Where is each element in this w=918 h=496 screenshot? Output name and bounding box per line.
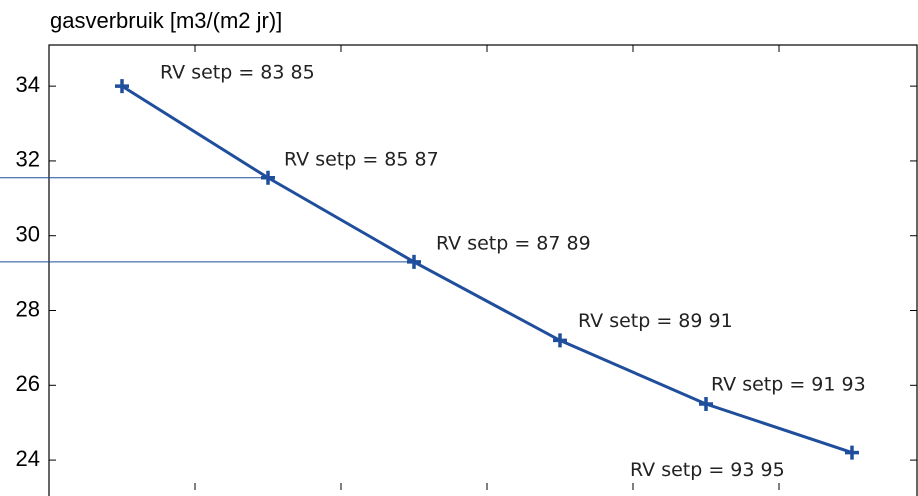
point-marker [845, 445, 859, 460]
annotation: RV setp = 93 95 [630, 459, 785, 481]
point-marker [261, 170, 275, 185]
plot-frame [48, 44, 918, 496]
point-marker [115, 79, 129, 94]
y-tick-label: 30 [16, 222, 40, 247]
annotation: RV setp = 91 93 [711, 373, 866, 395]
chart-title: gasverbruik [m3/(m2 jr)] [50, 8, 282, 33]
point-marker [553, 333, 567, 348]
y-tick-label: 32 [16, 147, 40, 172]
y-tick-label: 26 [16, 371, 40, 396]
y-tick-label: 28 [16, 296, 40, 321]
annotation: RV setp = 85 87 [284, 148, 439, 170]
point-marker [699, 396, 713, 411]
y-tick-label: 34 [16, 72, 40, 97]
y-tick-label: 24 [16, 446, 40, 471]
series-line [121, 84, 853, 455]
point-marker [407, 254, 421, 269]
annotation: RV setp = 83 85 [160, 62, 315, 84]
annotation: RV setp = 89 91 [578, 310, 733, 332]
annotation: RV setp = 87 89 [436, 232, 591, 254]
